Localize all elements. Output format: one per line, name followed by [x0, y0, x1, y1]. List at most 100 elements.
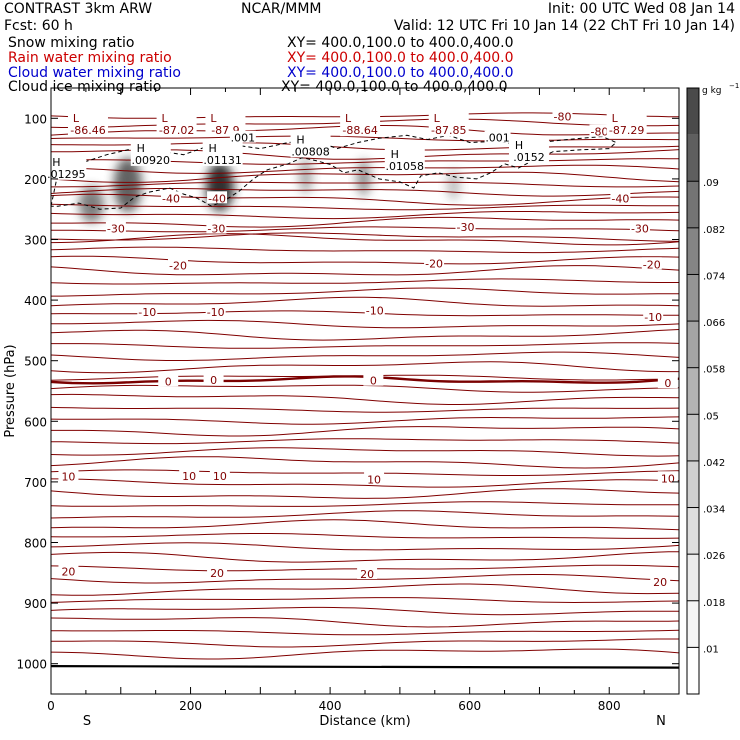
- temperature-label: 0: [165, 375, 172, 388]
- extremum-letter: H: [515, 139, 523, 152]
- temperature-label: 20: [653, 576, 667, 589]
- temperature-label-bg: [207, 565, 228, 578]
- extremum-bg: [46, 155, 87, 180]
- extremum-bg: [384, 147, 425, 172]
- temperature-label: -30: [456, 221, 474, 234]
- temperature-contour-line: [51, 188, 679, 197]
- temperature-contour-line: [51, 478, 679, 488]
- temperature-contour-line: [51, 246, 679, 254]
- temperature-label-bg: [589, 124, 610, 137]
- extremum-value: .00808: [291, 145, 330, 158]
- temperature-label: -10: [138, 306, 156, 319]
- colorbar-tick-label: .066: [703, 318, 725, 329]
- field-name-cloud-ice: Cloud ice mixing ratio: [8, 79, 162, 95]
- temperature-label: -10: [366, 304, 384, 317]
- extremum-value: .01295: [47, 168, 86, 181]
- temperature-contour-line: [51, 233, 679, 246]
- temperature-label: -30: [107, 223, 125, 236]
- temperature-label-bg: [161, 191, 182, 204]
- temperature-label: -20: [425, 258, 443, 271]
- colorbar-tick-label: .018: [703, 598, 725, 609]
- extremum-bg: [202, 141, 243, 166]
- extremum-letter: H: [391, 148, 399, 161]
- colorbar-swatch: [687, 274, 699, 322]
- extremum-bg: [130, 141, 171, 166]
- valid-time: Valid: 12 UTC Fri 10 Jan 14 (22 ChT Fri …: [393, 18, 735, 34]
- field-xy-cloud-ice: XY= 400.0,100.0 to 400.0,400.0: [281, 79, 508, 95]
- extremum-bg: [340, 112, 381, 137]
- temperature-label-bg: [364, 472, 385, 485]
- colorbar-swatch: [687, 414, 699, 461]
- extremum-value: .01131: [203, 154, 242, 167]
- temperature-label-bg: [610, 191, 631, 204]
- temperature-label: 10: [61, 470, 75, 483]
- temperature-contour-line: [51, 597, 679, 604]
- extremum-value: -87.29: [609, 124, 644, 137]
- y-tick-label: 1000: [16, 658, 47, 672]
- y-tick-label: 900: [24, 597, 47, 611]
- temperature-contour-line: [51, 319, 679, 329]
- colorbar-swatch: [687, 367, 699, 415]
- temperature-label-bg: [657, 471, 678, 484]
- temperature-contour-line: [51, 648, 679, 660]
- colorbar-swatch: [687, 647, 699, 694]
- snow-blob: [356, 159, 371, 196]
- extremum-bg: [606, 112, 647, 137]
- extremum-bg: [156, 112, 197, 137]
- temperature-label: 10: [661, 472, 675, 485]
- snow-blob: [298, 157, 313, 195]
- temperature-label: 10: [367, 473, 381, 486]
- y-tick-label: 600: [24, 415, 47, 429]
- temperature-contour-line: [51, 255, 679, 265]
- snow-blob: [446, 169, 461, 201]
- temperature-label: 0: [664, 377, 671, 390]
- extremum-bg: [67, 112, 108, 137]
- ice-contour-label: .001: [485, 132, 510, 145]
- y-axis-label: Pressure (hPa): [3, 344, 18, 437]
- y-tick-label: 800: [24, 537, 47, 551]
- colorbar-unit-exponent: −1: [729, 82, 739, 90]
- temperature-contour-line: [51, 456, 679, 469]
- temperature-contour-line: [51, 426, 679, 437]
- extremum-bg: [508, 138, 549, 163]
- extremum-bg: [290, 133, 331, 158]
- extremum-value: -87.02: [159, 124, 194, 137]
- temperature-label: -30: [631, 223, 649, 236]
- temperature-contour-line: [51, 583, 679, 596]
- colorbar-swatch: [687, 460, 699, 508]
- colorbar-swatch: [687, 88, 699, 135]
- extremum-letter: H: [137, 142, 145, 155]
- extremum-letter: L: [345, 112, 352, 125]
- x-tick-label: 600: [458, 699, 481, 713]
- temperature-contour-line: [51, 447, 679, 457]
- temperature-label-bg: [455, 219, 476, 232]
- temperature-contour-line: [51, 638, 679, 648]
- temperature-contour-line: [51, 342, 679, 349]
- temperature-contour-line: [51, 193, 679, 206]
- colorbar-swatch: [687, 321, 699, 368]
- temperature-label: 0: [210, 374, 217, 387]
- y-tick-label: 400: [24, 294, 47, 308]
- endpoint-left-label: S: [83, 714, 91, 729]
- colorbar-swatch: [687, 554, 699, 601]
- temperature-contour-line: [51, 488, 679, 499]
- temperature-contour-line: [51, 406, 679, 413]
- ice-label-bg: [229, 130, 256, 143]
- temperature-contour-line: [51, 501, 679, 507]
- extremum-value: -88.64: [342, 124, 377, 137]
- temperature-contour-line: [51, 629, 679, 636]
- temperature-label-bg: [207, 191, 228, 204]
- colorbar-tick-label: .082: [703, 225, 725, 236]
- temperature-label-bg: [58, 469, 79, 482]
- temperature-label-bg: [167, 258, 188, 271]
- temperature-contour-line: [51, 329, 679, 341]
- temperature-contour-line: [51, 351, 679, 361]
- temperature-label: 10: [213, 470, 227, 483]
- colorbar-unit: g kg: [702, 86, 722, 96]
- temperature-label: -20: [643, 258, 661, 271]
- temperature-label-bg: [105, 221, 126, 234]
- temperature-contour-line: [51, 542, 679, 551]
- temperature-contour-line: [51, 551, 679, 563]
